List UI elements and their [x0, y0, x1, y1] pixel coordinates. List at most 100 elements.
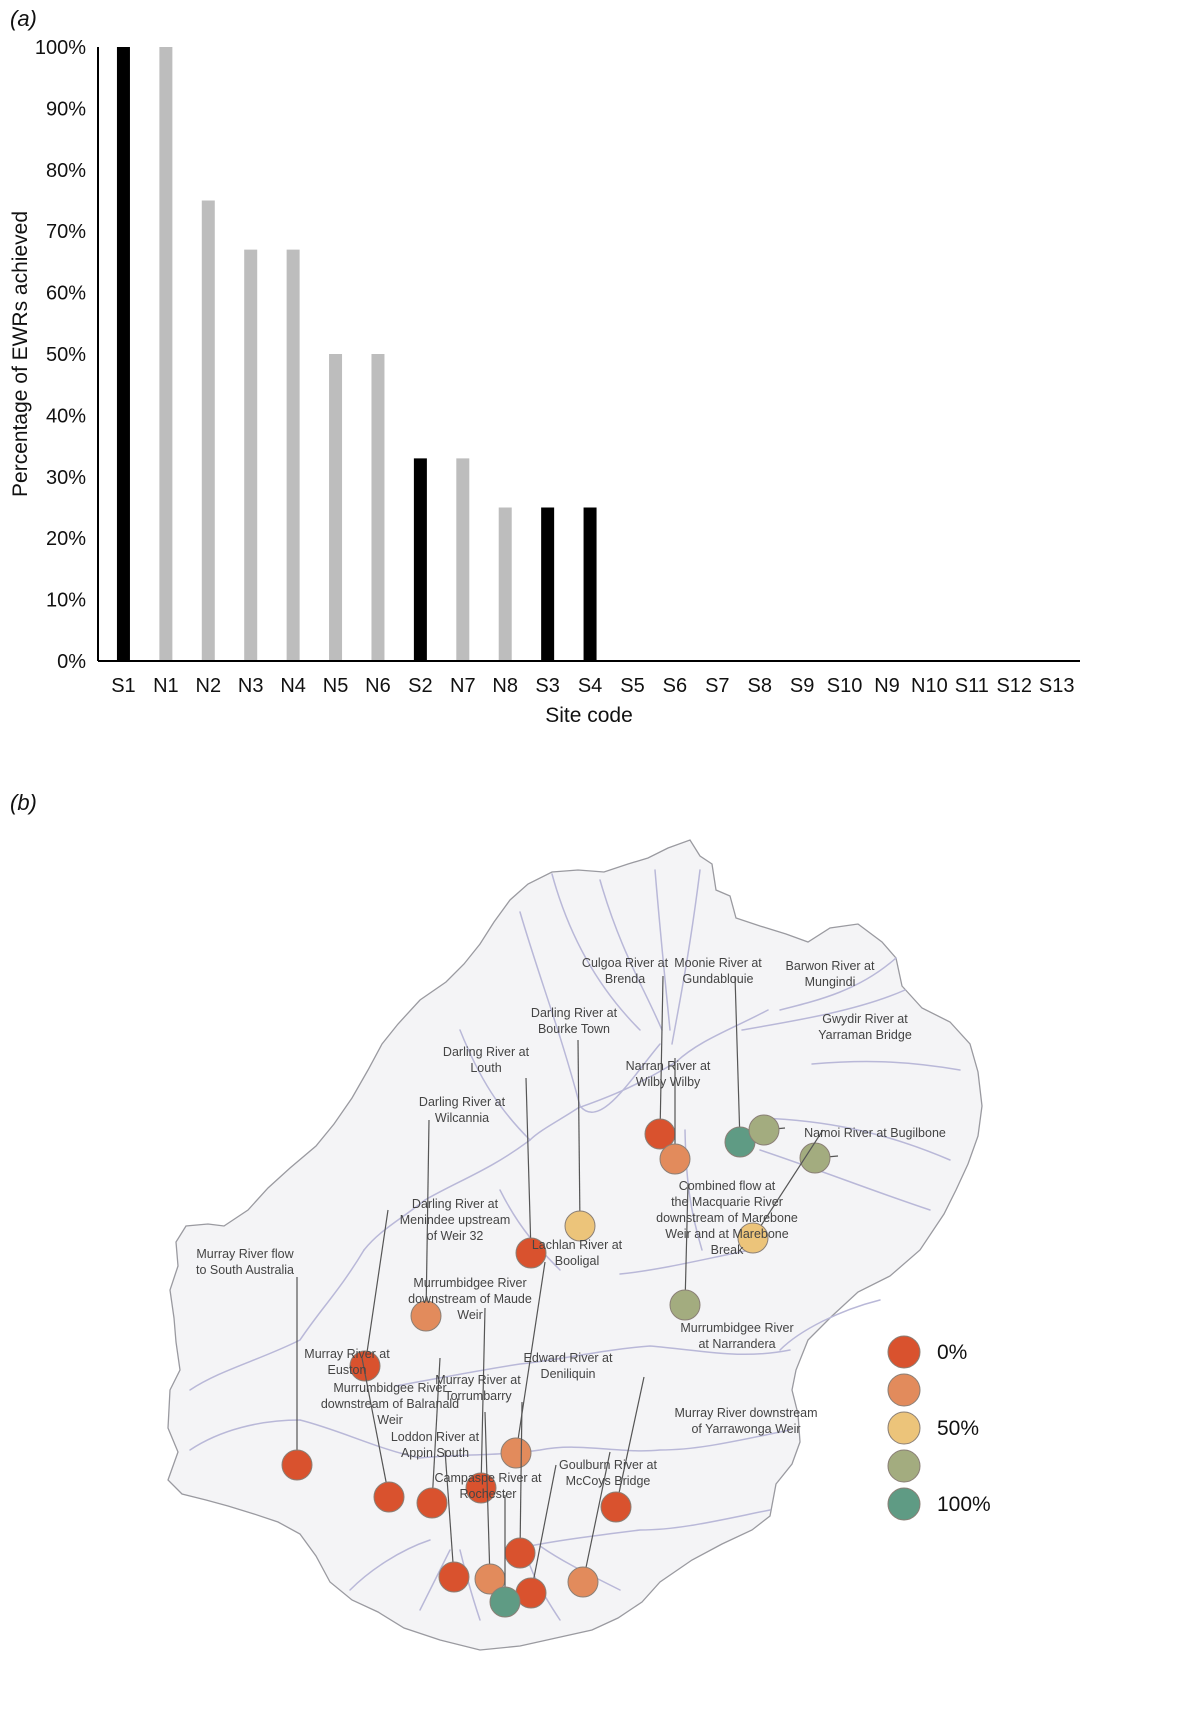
- site-marker: Goulburn River at McCoys Bridge: [515, 1458, 658, 1609]
- site-leader-line: [361, 1357, 390, 1498]
- site-label: Deniliquin: [541, 1367, 596, 1381]
- site-circle: [515, 1577, 547, 1609]
- site-marker: Darling River at Bourke Town: [531, 1006, 618, 1242]
- site-label: Rochester: [460, 1487, 517, 1501]
- site-label: Gwydir River at: [822, 1012, 908, 1026]
- bar-n4: [286, 249, 300, 661]
- site-marker: Lachlan River at Booligal: [500, 1238, 623, 1469]
- site-label: Murray River flow: [196, 1247, 294, 1261]
- y-tick-label: 100%: [35, 37, 86, 59]
- site-marker: Culgoa River at Brenda: [582, 956, 676, 1150]
- bar-n3: [244, 249, 258, 661]
- x-tick-label: N10: [911, 675, 948, 697]
- x-tick-label: S6: [663, 675, 687, 697]
- bar-s3: [541, 507, 555, 661]
- site-label: Loddon River at: [391, 1430, 480, 1444]
- site-circle: [500, 1437, 532, 1469]
- site-leader-line: [577, 1039, 581, 1227]
- site-marker: Murrumbidgee River downstream of Maude Wei…: [408, 1276, 532, 1504]
- x-tick-label: S5: [620, 675, 644, 697]
- site-label: Bourke Town: [538, 1022, 610, 1036]
- legend-swatch: [887, 1487, 921, 1521]
- legend-item: [887, 1373, 921, 1407]
- site-circle: [281, 1449, 313, 1481]
- site-label: Culgoa River at: [582, 956, 669, 970]
- bar-n7: [456, 458, 470, 661]
- bar-n8: [498, 507, 512, 661]
- site-label: Appin South: [401, 1446, 469, 1460]
- site-leader-line: [444, 1449, 455, 1578]
- site-label: Booligal: [555, 1254, 599, 1268]
- site-leader-line: [684, 1182, 689, 1306]
- site-marker: Murrumbidgee River at Narrandera: [600, 1321, 794, 1523]
- site-label: Menindee upstream: [400, 1213, 510, 1227]
- x-tick-label: S12: [996, 675, 1032, 697]
- site-label: Murrumbidgee River: [680, 1321, 793, 1335]
- site-marker: Murray River downstream of Yarrawonga Wei…: [567, 1406, 818, 1598]
- site-label: at Narrandera: [698, 1337, 775, 1351]
- y-tick-label: 80%: [46, 160, 86, 182]
- site-label: Narran River at: [626, 1059, 711, 1073]
- legend-label: 0%: [937, 1341, 967, 1364]
- site-marker: Darling River at Menindee upstream of Weir…: [349, 1197, 510, 1382]
- legend-item: [887, 1449, 921, 1483]
- site-label: Weir and at Marebone: [665, 1227, 788, 1241]
- site-label: Break: [711, 1243, 744, 1257]
- x-tick-label: N9: [874, 675, 900, 697]
- y-tick-label: 60%: [46, 283, 86, 305]
- legend-item: 50%: [887, 1411, 979, 1445]
- site-leader-line: [519, 1401, 523, 1554]
- site-circle: [515, 1237, 547, 1269]
- bar-s1: [116, 47, 130, 661]
- site-marker: Darling River at Wilcannia: [410, 1095, 506, 1332]
- site-marker: Moonie River at Gundablouie: [674, 956, 762, 1158]
- bar-chart: 0% 10% 20% 30% 40% 50% 60% 70% 80% 90% 100% S1 N1 N2…: [9, 37, 1080, 727]
- legend-swatch: [887, 1373, 921, 1407]
- site-label: downstream of Marebone: [656, 1211, 798, 1225]
- site-circle: [465, 1472, 497, 1504]
- site-label: Darling River at: [531, 1006, 618, 1020]
- basin-outline: [167, 839, 983, 1651]
- site-circle: [438, 1561, 470, 1593]
- bar-n1: [159, 47, 173, 661]
- site-label: Murrumbidgee River: [333, 1381, 446, 1395]
- bar-s4: [583, 507, 597, 661]
- site-leader-line: [525, 1077, 532, 1254]
- site-circle: [373, 1481, 405, 1513]
- site-marker: Namoi River at Bugilbone: [737, 1126, 946, 1254]
- site-leader-line: [431, 1357, 441, 1504]
- x-tick-label: N4: [280, 675, 306, 697]
- river-network: [189, 869, 961, 1621]
- site-marker: Loddon River at Appin South: [391, 1430, 480, 1593]
- panel-b-label: (b): [10, 790, 37, 815]
- site-label: Euston: [328, 1363, 367, 1377]
- y-tick-label: 10%: [46, 590, 86, 612]
- site-label: the Macquarie River: [671, 1195, 783, 1209]
- x-tick-label: S1: [111, 675, 135, 697]
- site-marker: Murray River flow to South Australia: [196, 1247, 313, 1481]
- y-tick-label: 40%: [46, 405, 86, 427]
- site-label: downstream of Balranald: [321, 1397, 459, 1411]
- site-label: Yarraman Bridge: [818, 1028, 912, 1042]
- x-tick-label: N1: [153, 675, 179, 697]
- site-label: McCoys Bridge: [566, 1474, 651, 1488]
- x-tick-label: S2: [408, 675, 432, 697]
- site-circle: [669, 1289, 701, 1321]
- site-label: Moonie River at: [674, 956, 762, 970]
- x-tick-label: N2: [196, 675, 222, 697]
- y-tick-label: 20%: [46, 528, 86, 550]
- legend-swatch: [887, 1449, 921, 1483]
- site-circle: [416, 1487, 448, 1519]
- x-tick-label: S4: [578, 675, 602, 697]
- site-leader-line: [752, 1129, 824, 1239]
- site-label: Murray River at: [435, 1373, 521, 1387]
- site-leader-line: [425, 1119, 430, 1317]
- site-leader-line: [615, 1376, 645, 1508]
- site-label: Wilcannia: [435, 1111, 489, 1125]
- site-label: Namoi River at Bugilbone: [804, 1126, 946, 1140]
- legend-swatch: [887, 1335, 921, 1369]
- x-tick-label: S10: [827, 675, 863, 697]
- x-tick-label: S3: [535, 675, 559, 697]
- x-tick-label: S11: [955, 675, 989, 697]
- site-label: Darling River at: [419, 1095, 506, 1109]
